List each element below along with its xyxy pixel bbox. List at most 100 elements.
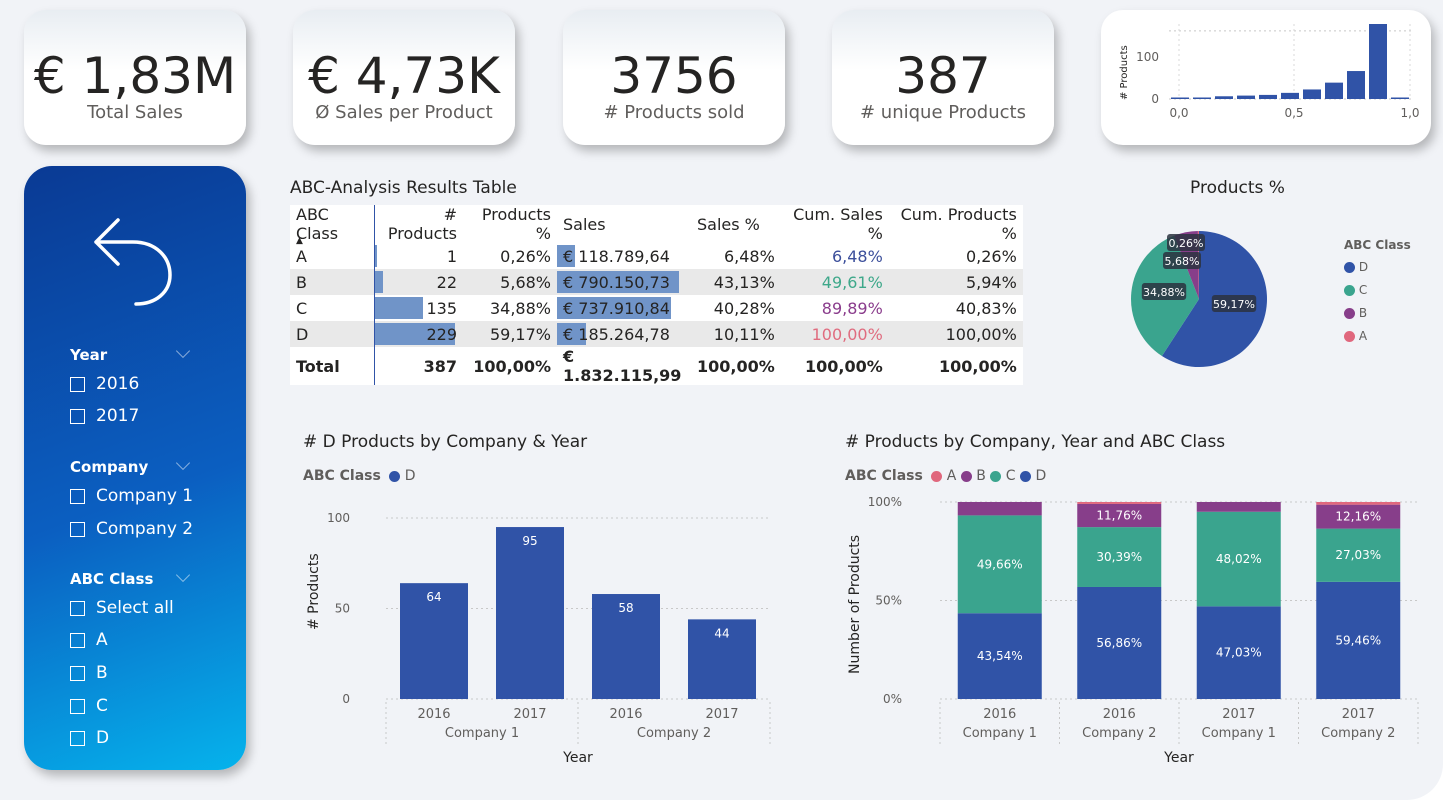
d-products-bar-chart[interactable]: 100 50 0 # Products 64 2016 95 2017 58 2016 44 2017…: [300, 490, 780, 780]
checkbox[interactable]: [70, 521, 85, 537]
slicer-title-abc-class: ABC Class: [70, 570, 154, 588]
stack-segment-a: [1077, 502, 1162, 504]
checkbox[interactable]: [70, 488, 85, 504]
x-tick-label: 2017: [1342, 707, 1375, 722]
chevron-down-icon[interactable]: [175, 567, 191, 583]
pie-chart[interactable]: 59,17% 34,88% 5,68% 0,26%: [1124, 224, 1274, 374]
slicer-item-label: D: [96, 728, 110, 748]
cell-class: D: [290, 321, 375, 347]
abc-results-table[interactable]: ABC Class ▲ # Products Products % Sales S…: [290, 205, 1024, 385]
y-tick-label: 50%: [875, 594, 902, 608]
kpi-value: 387: [895, 47, 991, 105]
histogram-card[interactable]: # Products 100 0 0,0 0,5 1,0: [1101, 10, 1431, 145]
column-header-sales-pct[interactable]: Sales %: [697, 214, 760, 234]
cell-sales: € 1.832.115,99: [563, 347, 682, 385]
legend-title: ABC Class: [303, 468, 381, 484]
cell-products: 387: [423, 356, 457, 376]
checkbox[interactable]: [70, 600, 85, 616]
checkbox[interactable]: [70, 376, 85, 392]
table-total-row: Total 387 100,00% € 1.832.115,99 100,00%…: [290, 347, 1023, 385]
x-tick-label: 2017: [1222, 707, 1255, 722]
cell-products: 229: [374, 321, 463, 347]
chevron-down-icon[interactable]: [175, 343, 191, 359]
bar-d: [400, 583, 468, 699]
table-row[interactable]: C 135 34,88% € 737.910,84 40,28% 89,89% …: [290, 295, 1023, 321]
x-tick-label: 2016: [983, 707, 1016, 722]
x-group-label: Company 2: [1082, 726, 1156, 741]
column-header-cum-sales-pct[interactable]: Cum. Sales %: [793, 205, 883, 243]
column-header-products[interactable]: # Products: [387, 205, 457, 243]
stacked-bar-chart[interactable]: 100% 50% 0% Number of Products 43,54% 49,66% 2…: [840, 490, 1430, 780]
legend-item-d[interactable]: D: [404, 468, 416, 484]
column-header-abc-class[interactable]: ABC Class ▲: [290, 205, 375, 246]
data-bar: [557, 245, 575, 267]
slicer-item-label: 2017: [96, 406, 140, 426]
legend-item-a[interactable]: A: [1344, 329, 1411, 343]
cell-products-pct: 0,26%: [500, 246, 551, 266]
x-axis-title: Year: [1163, 750, 1194, 766]
histogram-xtick: 1,0: [1400, 106, 1419, 120]
legend-item-c[interactable]: C: [1005, 468, 1016, 484]
cell-products: 22: [374, 269, 463, 295]
data-label: 49,66%: [977, 557, 1023, 571]
chevron-down-icon[interactable]: [175, 455, 191, 471]
legend-item-b[interactable]: B: [976, 468, 986, 484]
sort-ascending-icon[interactable]: ▲: [296, 236, 303, 246]
slicer-item-2017[interactable]: 2017: [70, 404, 139, 428]
slicer-title-company: Company: [70, 458, 149, 476]
legend-item-d[interactable]: D: [1035, 468, 1047, 484]
data-label: 56,86%: [1096, 636, 1142, 650]
column-header-products-pct[interactable]: Products %: [481, 205, 551, 243]
cell-cum-sales: 100,00%: [805, 356, 883, 376]
column-header-sales[interactable]: Sales: [563, 214, 606, 234]
slicer-item-a[interactable]: A: [70, 628, 108, 652]
slicer-item-company-2[interactable]: Company 2: [70, 517, 193, 541]
slicer-item-d[interactable]: D: [70, 726, 109, 750]
legend-item-b[interactable]: B: [1344, 306, 1411, 320]
checkbox[interactable]: [70, 730, 85, 746]
cell-sales-pct: 43,13%: [691, 269, 781, 295]
slicer-item-label: C: [96, 696, 108, 716]
cell-products: 1: [375, 243, 464, 269]
pie-title: Products %: [1190, 178, 1285, 198]
histogram-bar: [1237, 95, 1255, 99]
back-arrow-icon[interactable]: [88, 212, 178, 312]
legend-item-d[interactable]: D: [1344, 260, 1411, 274]
stack-segment-d: [1316, 581, 1401, 699]
legend-item-c[interactable]: C: [1344, 283, 1411, 297]
table-row[interactable]: B 22 5,68% € 790.150,73 43,13% 49,61% 5,…: [290, 269, 1023, 295]
slicer-item-b[interactable]: B: [70, 661, 108, 685]
x-group-label: Company 1: [445, 726, 519, 741]
slicer-item-c[interactable]: C: [70, 694, 108, 718]
stack-segment-c: [1077, 527, 1162, 587]
slicer-item-2016[interactable]: 2016: [70, 372, 139, 396]
table-row[interactable]: D 229 59,17% € 185.264,78 10,11% 100,00%…: [290, 321, 1023, 347]
histogram-bar: [1347, 71, 1365, 99]
column-header-cum-products-pct[interactable]: Cum. Products %: [900, 205, 1017, 243]
cell-sales: € 790.150,73: [557, 269, 691, 295]
cell-sales-pct: 100,00%: [697, 356, 775, 376]
slicer-item-label: Company 2: [96, 519, 194, 539]
pie-label-bg: [1167, 234, 1205, 251]
stack-segment-c: [1196, 511, 1281, 607]
legend-item-a[interactable]: A: [946, 468, 957, 484]
stack-segment-b: [1077, 503, 1162, 528]
checkbox[interactable]: [70, 632, 85, 648]
checkbox[interactable]: [70, 665, 85, 681]
data-label: 59,46%: [1335, 633, 1381, 647]
table-row[interactable]: A 1 0,26% € 118.789,64 6,48% 6,48% 0,26%: [290, 243, 1023, 269]
cell-class: C: [290, 295, 375, 321]
kpi-value: 3756: [610, 47, 738, 105]
cell-cum-products: 100,00%: [888, 321, 1023, 347]
pie-data-label: 34,88%: [1143, 286, 1185, 299]
x-group-label: Company 2: [1321, 726, 1395, 741]
data-bar: [375, 271, 383, 293]
slicer-item-select-all[interactable]: Select all: [70, 596, 174, 620]
slicer-item-company-1[interactable]: Company 1: [70, 484, 193, 508]
y-tick-label: 50: [335, 602, 350, 616]
bar-d: [592, 594, 660, 699]
checkbox[interactable]: [70, 698, 85, 714]
checkbox[interactable]: [70, 408, 85, 424]
kpi-card-unique-products: 387 # unique Products: [832, 10, 1054, 145]
stack-segment-b: [1316, 504, 1401, 529]
